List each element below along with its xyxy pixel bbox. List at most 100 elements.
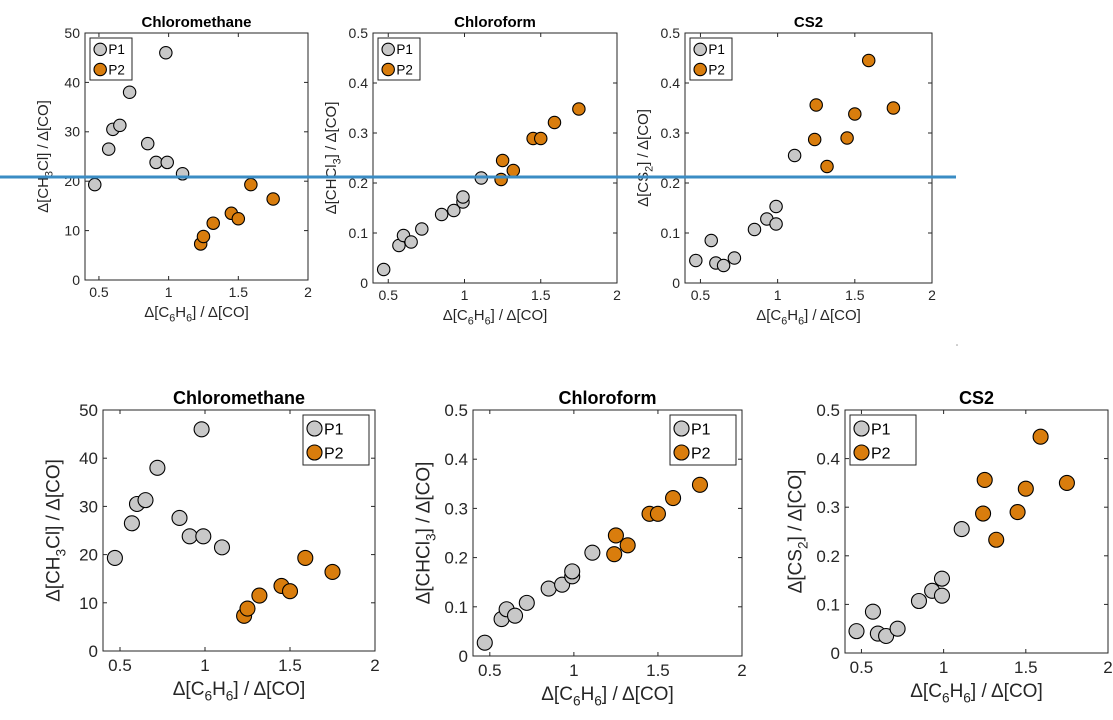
data-point — [704, 233, 718, 248]
chart-title: Chloromethane — [141, 14, 251, 31]
y-axis-label: Δ[CHCl3] / Δ[CO] — [323, 102, 344, 215]
legend-label-P1: P1 — [871, 421, 891, 438]
x-tick-label: 2 — [1103, 658, 1112, 677]
y-tick-label: 0 — [459, 647, 468, 666]
legend-marker-P1 — [93, 42, 107, 57]
y-tick-label: 0.5 — [444, 401, 468, 420]
x-axis-label: Δ[C6H6] / Δ[CO] — [173, 679, 306, 704]
x-tick-label: 1.5 — [229, 284, 249, 300]
axes-box — [372, 32, 618, 284]
data-point — [540, 580, 557, 597]
y-tick-label: 0 — [72, 272, 80, 288]
data-point — [123, 515, 140, 532]
axes-box — [84, 32, 309, 281]
data-point — [572, 102, 586, 116]
y-tick-label: 30 — [79, 497, 98, 516]
x-tick-label: 1 — [569, 661, 578, 680]
data-point — [878, 627, 895, 645]
data-point — [239, 600, 256, 617]
data-point — [434, 207, 449, 222]
data-point — [976, 471, 993, 489]
data-point — [747, 222, 762, 237]
legend-marker-P2 — [673, 444, 690, 461]
x-tick-label: 0.5 — [850, 658, 874, 677]
data-point — [181, 528, 198, 545]
y-tick-label: 0.2 — [816, 547, 840, 566]
data-point — [213, 539, 231, 556]
data-point — [196, 229, 211, 244]
series-P2 — [807, 53, 901, 174]
x-tick-label: 0.5 — [691, 287, 711, 303]
x-tick-label: 1 — [939, 658, 948, 677]
legend-label-P1: P1 — [108, 42, 125, 57]
y-tick-label: 50 — [79, 401, 98, 420]
x-tick-label: 0.5 — [478, 661, 502, 680]
data-point — [106, 549, 123, 567]
data-point — [1009, 504, 1026, 521]
y-tick-label: 0.4 — [661, 75, 681, 91]
axes-box — [102, 409, 376, 652]
artifact-dot — [956, 344, 958, 346]
data-point — [494, 172, 508, 187]
data-point — [1058, 474, 1075, 491]
chart-title: Chloromethane — [173, 388, 305, 408]
x-tick-label: 1 — [200, 656, 209, 675]
data-point — [988, 531, 1005, 548]
y-tick-label: 0.4 — [816, 450, 840, 469]
y-tick-label: 0.3 — [661, 125, 681, 141]
series-P1 — [376, 171, 489, 277]
data-point — [933, 570, 951, 587]
data-point — [266, 192, 280, 206]
panel-top-3: CS2 0.5 1 1.5 2 0 0.1 0.2 0.3 0.4 0.5 Δ[C6H6] / Δ[C… — [635, 14, 936, 328]
data-point — [324, 563, 341, 581]
legend-label-P2: P2 — [324, 445, 344, 462]
y-tick-label: 0.2 — [349, 175, 369, 191]
series-P2 — [236, 549, 341, 624]
series-P1 — [848, 521, 970, 645]
data-point — [848, 623, 865, 640]
data-point — [809, 98, 823, 112]
data-point — [404, 235, 418, 249]
series-P2 — [975, 428, 1075, 548]
series-P1 — [106, 421, 231, 567]
data-point — [910, 592, 928, 610]
data-point — [476, 634, 493, 651]
data-point — [975, 505, 992, 522]
legend-label-P2: P2 — [708, 62, 725, 77]
legend-marker-P2 — [853, 444, 870, 461]
y-tick-label: 0.3 — [444, 499, 468, 518]
data-point — [101, 142, 116, 156]
series-P1 — [689, 148, 802, 273]
data-point — [495, 153, 510, 168]
x-tick-label: 2 — [304, 284, 312, 300]
series-P1 — [88, 46, 190, 192]
legend-marker-P2 — [93, 62, 107, 77]
x-tick-label: 1.5 — [845, 287, 865, 303]
y-tick-label: 50 — [64, 25, 80, 41]
x-tick-label: 1.5 — [278, 656, 302, 675]
y-tick-label: 0.4 — [444, 450, 468, 469]
legend-marker-P1 — [381, 42, 395, 57]
y-tick-label: 0 — [831, 644, 840, 663]
data-point — [933, 587, 951, 604]
data-point — [506, 163, 521, 178]
legend-label-P1: P1 — [324, 421, 344, 438]
data-point — [889, 620, 906, 637]
x-axis-label: Δ[C6H6] / Δ[CO] — [756, 307, 861, 328]
legend-label-P1: P1 — [691, 421, 711, 438]
data-point — [297, 549, 314, 567]
y-tick-label: 0.4 — [349, 75, 369, 91]
chart-title: CS2 — [794, 14, 823, 31]
data-point — [727, 251, 742, 265]
data-point — [533, 131, 548, 146]
y-tick-label: 10 — [64, 223, 80, 239]
x-tick-label: 2 — [737, 661, 746, 680]
y-tick-label: 0.5 — [349, 25, 369, 41]
data-point — [886, 101, 901, 115]
y-tick-label: 0 — [89, 642, 98, 661]
